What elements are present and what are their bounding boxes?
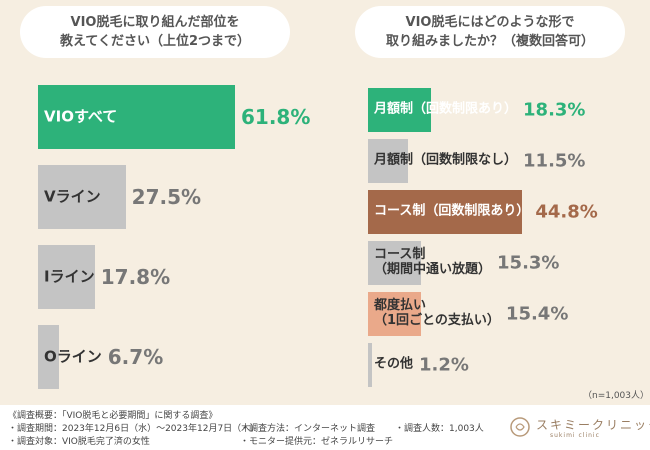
bar-label: Iライン (44, 267, 95, 286)
value-label: 15.4% (505, 303, 569, 325)
chart-title: VIO脱毛に取り組んだ部位を 教えてください（上位2つまで） (20, 6, 290, 58)
value-label: 15.3% (497, 252, 560, 274)
bar-label: Oライン (44, 347, 102, 366)
value-label: 11.5% (523, 150, 586, 172)
bar (368, 139, 408, 183)
bar (368, 241, 421, 285)
bar (368, 292, 421, 336)
value-label: 27.5% (131, 185, 202, 209)
bar-label: 月額制（回数制限なし） (374, 152, 518, 168)
bar (368, 190, 522, 234)
survey-item: ・調査期間：2023年12月6日（水）～2023年12月7日（木） (8, 424, 260, 434)
bar-label: コース制（回数制限あり） (374, 203, 530, 219)
value-label: 18.3% (523, 99, 586, 121)
bar-label: Vライン (44, 187, 101, 206)
chart-title: VIO脱毛にはどのような形で 取り組みましたか？（複数回答可） (355, 6, 625, 58)
survey-item: ・調査人数：1,003人 (395, 424, 484, 434)
bar (38, 165, 126, 229)
survey-item: ・調査対象：VIO脱毛完了済の女性 (8, 437, 150, 447)
sample-note: （n=1,003人） (583, 391, 650, 401)
bar (38, 85, 235, 149)
logo-icon (510, 417, 530, 437)
value-label: 44.8% (535, 201, 598, 223)
bar-label: 月額制（回数制限あり） (374, 101, 518, 117)
footer: 《調査概要：「VIO脱毛と必要期間」に関する調査》 ・調査期間：2023年12月… (0, 405, 650, 450)
logo: スキミークリニック (536, 418, 650, 432)
value-label: 1.2% (419, 354, 469, 376)
survey-heading: 《調査概要：「VIO脱毛と必要期間」に関する調査》 (8, 411, 218, 421)
bar-label: コース制 （期間中通い放題） (374, 247, 492, 277)
logo-sub: sukimi clinic (550, 432, 600, 439)
bar-label: 都度払い （1回ごとの支払い） (374, 298, 500, 328)
survey-item: ・調査方法：インターネット調査 (240, 424, 376, 434)
bar (38, 245, 95, 309)
survey-item: ・モニター提供元：ゼネラルリサーチ (240, 437, 394, 447)
bar (368, 343, 373, 387)
value-label: 61.8% (241, 105, 311, 129)
bar (38, 325, 60, 389)
value-label: 6.7% (107, 345, 164, 369)
bar (368, 88, 431, 132)
value-label: 17.8% (100, 265, 171, 289)
bar-label: VIOすべて (44, 107, 118, 126)
bar-label: その他 (374, 356, 414, 372)
